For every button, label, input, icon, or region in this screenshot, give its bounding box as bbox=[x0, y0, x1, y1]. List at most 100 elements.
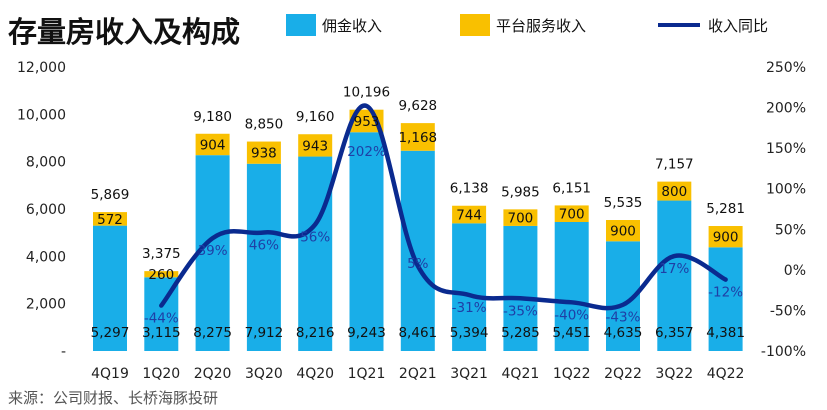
bar-platform bbox=[657, 181, 692, 201]
label-platform: 938 bbox=[251, 146, 277, 162]
left-axis-tick: 8,000 bbox=[26, 155, 66, 171]
bar-commission bbox=[452, 223, 487, 351]
bar-platform bbox=[452, 205, 487, 224]
x-axis-tick: 1Q20 bbox=[142, 366, 180, 382]
label-commission: 9,243 bbox=[347, 325, 386, 341]
bar-platform bbox=[246, 141, 281, 164]
right-axis-tick: 0% bbox=[784, 263, 806, 279]
label-commission: 5,297 bbox=[91, 325, 130, 341]
x-axis-tick: 4Q21 bbox=[502, 366, 540, 382]
bar-commission bbox=[400, 150, 435, 351]
label-total: 5,985 bbox=[501, 184, 540, 200]
label-platform: 800 bbox=[661, 184, 687, 200]
label-platform: 953 bbox=[354, 114, 380, 130]
label-yoy: 46% bbox=[249, 238, 279, 254]
left-axis-tick: - bbox=[61, 344, 66, 360]
x-axis-tick: 3Q22 bbox=[655, 366, 693, 382]
label-commission: 4,381 bbox=[706, 325, 745, 341]
bar-commission bbox=[298, 156, 333, 351]
source-note: 来源：公司财报、长桥海豚投研 bbox=[8, 389, 218, 407]
left-axis: - 2,000 4,000 6,000 8,000 10,000 12,000 bbox=[17, 60, 66, 360]
bar-platform bbox=[503, 209, 538, 226]
bar-platform bbox=[606, 220, 640, 242]
label-commission: 5,285 bbox=[501, 325, 540, 341]
bars bbox=[93, 109, 743, 351]
label-commission: 5,451 bbox=[552, 325, 591, 341]
legend-label-platform: 平台服务收入 bbox=[496, 17, 586, 35]
label-commission: 5,394 bbox=[450, 325, 489, 341]
right-axis-tick: -50% bbox=[770, 303, 806, 319]
label-total: 5,281 bbox=[706, 201, 745, 217]
right-axis-tick: 150% bbox=[766, 141, 806, 157]
label-yoy: -12% bbox=[708, 285, 743, 301]
label-total: 10,196 bbox=[343, 85, 390, 101]
label-yoy: -40% bbox=[554, 307, 589, 323]
left-axis-tick: 6,000 bbox=[26, 202, 66, 218]
data-labels: 5,297 572 5,869 3,115 260 3,375 8,275 904 9,180 7… bbox=[91, 85, 745, 341]
yoy-line bbox=[159, 103, 728, 311]
bar-platform bbox=[93, 212, 127, 226]
legend-label-commission: 佣金收入 bbox=[322, 17, 382, 35]
label-platform: 943 bbox=[302, 138, 328, 154]
x-axis-tick: 1Q21 bbox=[348, 366, 386, 382]
label-yoy: 56% bbox=[300, 229, 330, 245]
legend: 佣金收入 平台服务收入 收入同比 bbox=[286, 14, 768, 36]
label-total: 3,375 bbox=[142, 246, 181, 262]
x-axis-tick: 2Q21 bbox=[399, 366, 437, 382]
legend-swatch-commission bbox=[286, 14, 316, 36]
label-platform: 900 bbox=[610, 224, 636, 240]
label-yoy: -44% bbox=[144, 311, 179, 327]
label-platform: 572 bbox=[97, 212, 123, 228]
right-axis-tick: 200% bbox=[766, 101, 806, 117]
bar-platform bbox=[298, 134, 333, 157]
bar-platform bbox=[708, 226, 743, 248]
right-axis-tick: 50% bbox=[775, 222, 806, 238]
bar-commission bbox=[708, 247, 743, 351]
bar-commission bbox=[93, 225, 127, 351]
bar-platform bbox=[400, 123, 435, 151]
x-axis-tick: 4Q22 bbox=[707, 366, 745, 382]
label-commission: 8,275 bbox=[193, 325, 232, 341]
label-commission: 4,635 bbox=[604, 325, 643, 341]
legend-swatch-platform bbox=[460, 14, 490, 36]
x-axis-tick: 1Q22 bbox=[553, 366, 591, 382]
label-commission: 8,216 bbox=[296, 325, 335, 341]
label-yoy: 5% bbox=[407, 256, 429, 272]
label-total: 8,850 bbox=[245, 117, 284, 133]
x-axis-tick: 2Q22 bbox=[604, 366, 642, 382]
bar-platform bbox=[554, 205, 589, 222]
label-total: 5,535 bbox=[604, 195, 643, 211]
label-yoy: 202% bbox=[347, 144, 386, 160]
bar-commission bbox=[657, 200, 692, 351]
bar-platform bbox=[144, 271, 179, 278]
label-platform: 1,168 bbox=[398, 130, 437, 146]
label-commission: 3,115 bbox=[142, 325, 181, 341]
label-platform: 260 bbox=[148, 267, 174, 283]
label-total: 9,628 bbox=[398, 98, 437, 114]
x-axis-tick: 2Q20 bbox=[194, 366, 232, 382]
label-commission: 8,461 bbox=[398, 325, 437, 341]
label-total: 6,138 bbox=[450, 181, 489, 197]
chart-title: 存量房收入及构成 bbox=[8, 15, 240, 49]
bar-commission bbox=[349, 132, 384, 351]
left-axis-tick: 10,000 bbox=[17, 107, 66, 123]
right-axis: -100% -50% 0% 50% 100% 150% 200% 250% bbox=[761, 60, 806, 360]
x-axis: 4Q19 1Q20 2Q20 3Q20 4Q20 1Q21 2Q21 3Q21 4Q21 1Q22… bbox=[91, 366, 744, 382]
right-axis-tick: 100% bbox=[766, 182, 806, 198]
left-axis-tick: 4,000 bbox=[26, 249, 66, 265]
left-axis-tick: 12,000 bbox=[17, 60, 66, 76]
label-total: 7,157 bbox=[655, 157, 694, 173]
label-yoy: -35% bbox=[503, 303, 538, 319]
label-platform: 900 bbox=[713, 230, 739, 246]
x-axis-tick: 3Q20 bbox=[245, 366, 283, 382]
x-axis-tick: 3Q21 bbox=[450, 366, 488, 382]
x-axis-tick: 4Q20 bbox=[296, 366, 334, 382]
x-axis-tick: 4Q19 bbox=[91, 366, 129, 382]
label-platform: 744 bbox=[456, 208, 482, 224]
label-total: 9,180 bbox=[193, 109, 232, 125]
right-axis-tick: 250% bbox=[766, 60, 806, 76]
label-total: 9,160 bbox=[296, 109, 335, 125]
left-axis-tick: 2,000 bbox=[26, 297, 66, 313]
bar-commission bbox=[195, 155, 230, 351]
yoy-line-layer bbox=[159, 103, 728, 311]
